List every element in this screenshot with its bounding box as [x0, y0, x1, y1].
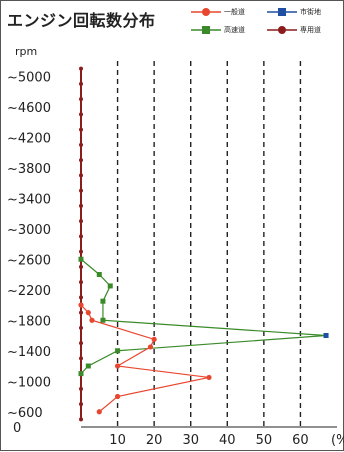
y-tick-label: ~3800 [7, 162, 51, 177]
series-0-point [78, 302, 84, 308]
chart-title: エンジン回転数分布 [7, 11, 156, 30]
x-tick-label: 60 [292, 433, 309, 448]
series-0-point [96, 409, 102, 415]
series-3-point [79, 219, 83, 224]
series-1-point [115, 348, 121, 354]
series-3-point [79, 142, 83, 147]
series-1-point [85, 363, 91, 369]
legend-item: 専用道 [267, 25, 321, 35]
series-1-point [100, 298, 106, 304]
series-0-point [206, 374, 212, 381]
x-tick-label: 10 [109, 433, 126, 448]
series-3-point [79, 341, 83, 346]
y-tick-label: ~1000 [7, 375, 51, 390]
y-tick-label: ~600 [7, 406, 43, 421]
y-tick-label: ~5000 [7, 70, 51, 85]
legend-label: 一般道 [224, 8, 245, 16]
x-tick-label: 20 [146, 433, 163, 448]
y-tick-label: ~3000 [7, 223, 51, 238]
series-0-point [114, 363, 121, 369]
x-unit-label: (% [331, 433, 344, 448]
series-3-point [79, 66, 83, 71]
series-3-point [79, 158, 83, 163]
series-0-point [151, 336, 157, 342]
series-3-point [79, 402, 83, 407]
series-0-point [114, 393, 121, 400]
y-tick-label: ~1400 [7, 345, 51, 360]
series-2-point [323, 333, 329, 338]
series-3-point [79, 310, 83, 315]
legend-swatch [191, 8, 221, 16]
legend-swatch [267, 8, 297, 16]
legend-swatch [267, 26, 297, 34]
series-1-point [78, 371, 84, 377]
y-tick-label: ~2600 [7, 253, 51, 268]
y-tick-label: ~4600 [7, 101, 51, 116]
legend-label: 専用道 [300, 26, 321, 34]
series-3-point [79, 81, 83, 86]
y-tick-label: ~3400 [7, 192, 51, 207]
series-3-point [79, 97, 83, 102]
series-0-line [80, 304, 210, 413]
series-3-point [79, 203, 83, 208]
x-tick-label: 30 [182, 433, 199, 448]
legend-swatch [191, 26, 221, 34]
series-3-point [79, 249, 83, 254]
series-3-point [79, 386, 83, 391]
series-3-point [79, 188, 83, 193]
chart-legend: 一般道高速道 市街地専用道 [191, 7, 341, 41]
series-1-point [100, 317, 106, 323]
series-3-point [79, 280, 83, 285]
series-0-point [89, 317, 95, 323]
legend-item: 高速道 [191, 25, 245, 35]
y-axis-label: rpm [15, 45, 38, 58]
legend-item: 一般道 [191, 7, 245, 17]
legend-label: 市街地 [300, 8, 321, 16]
series-0-point [85, 310, 91, 316]
y-tick-label: ~4200 [7, 131, 51, 146]
series-0-point [147, 344, 154, 350]
legend-label: 高速道 [224, 26, 245, 34]
series-3-point [79, 417, 83, 422]
series-3-point [79, 356, 83, 361]
series-3-point [79, 325, 83, 330]
series-3-point [79, 295, 83, 300]
series-3-point [79, 173, 83, 178]
series-1-point [96, 272, 102, 277]
y-tick-label: 0 [13, 421, 21, 436]
y-tick-label: ~1800 [7, 314, 51, 329]
series-1-point [107, 283, 113, 289]
series-3-point [79, 127, 83, 132]
legend-item: 市街地 [267, 7, 321, 17]
series-3-point [79, 112, 83, 117]
series-3-point [79, 264, 83, 269]
x-tick-label: 50 [256, 433, 273, 448]
x-tick-label: 40 [219, 433, 236, 448]
y-tick-label: ~2200 [7, 284, 51, 299]
series-3-point [79, 234, 83, 239]
series-1-point [78, 256, 84, 262]
